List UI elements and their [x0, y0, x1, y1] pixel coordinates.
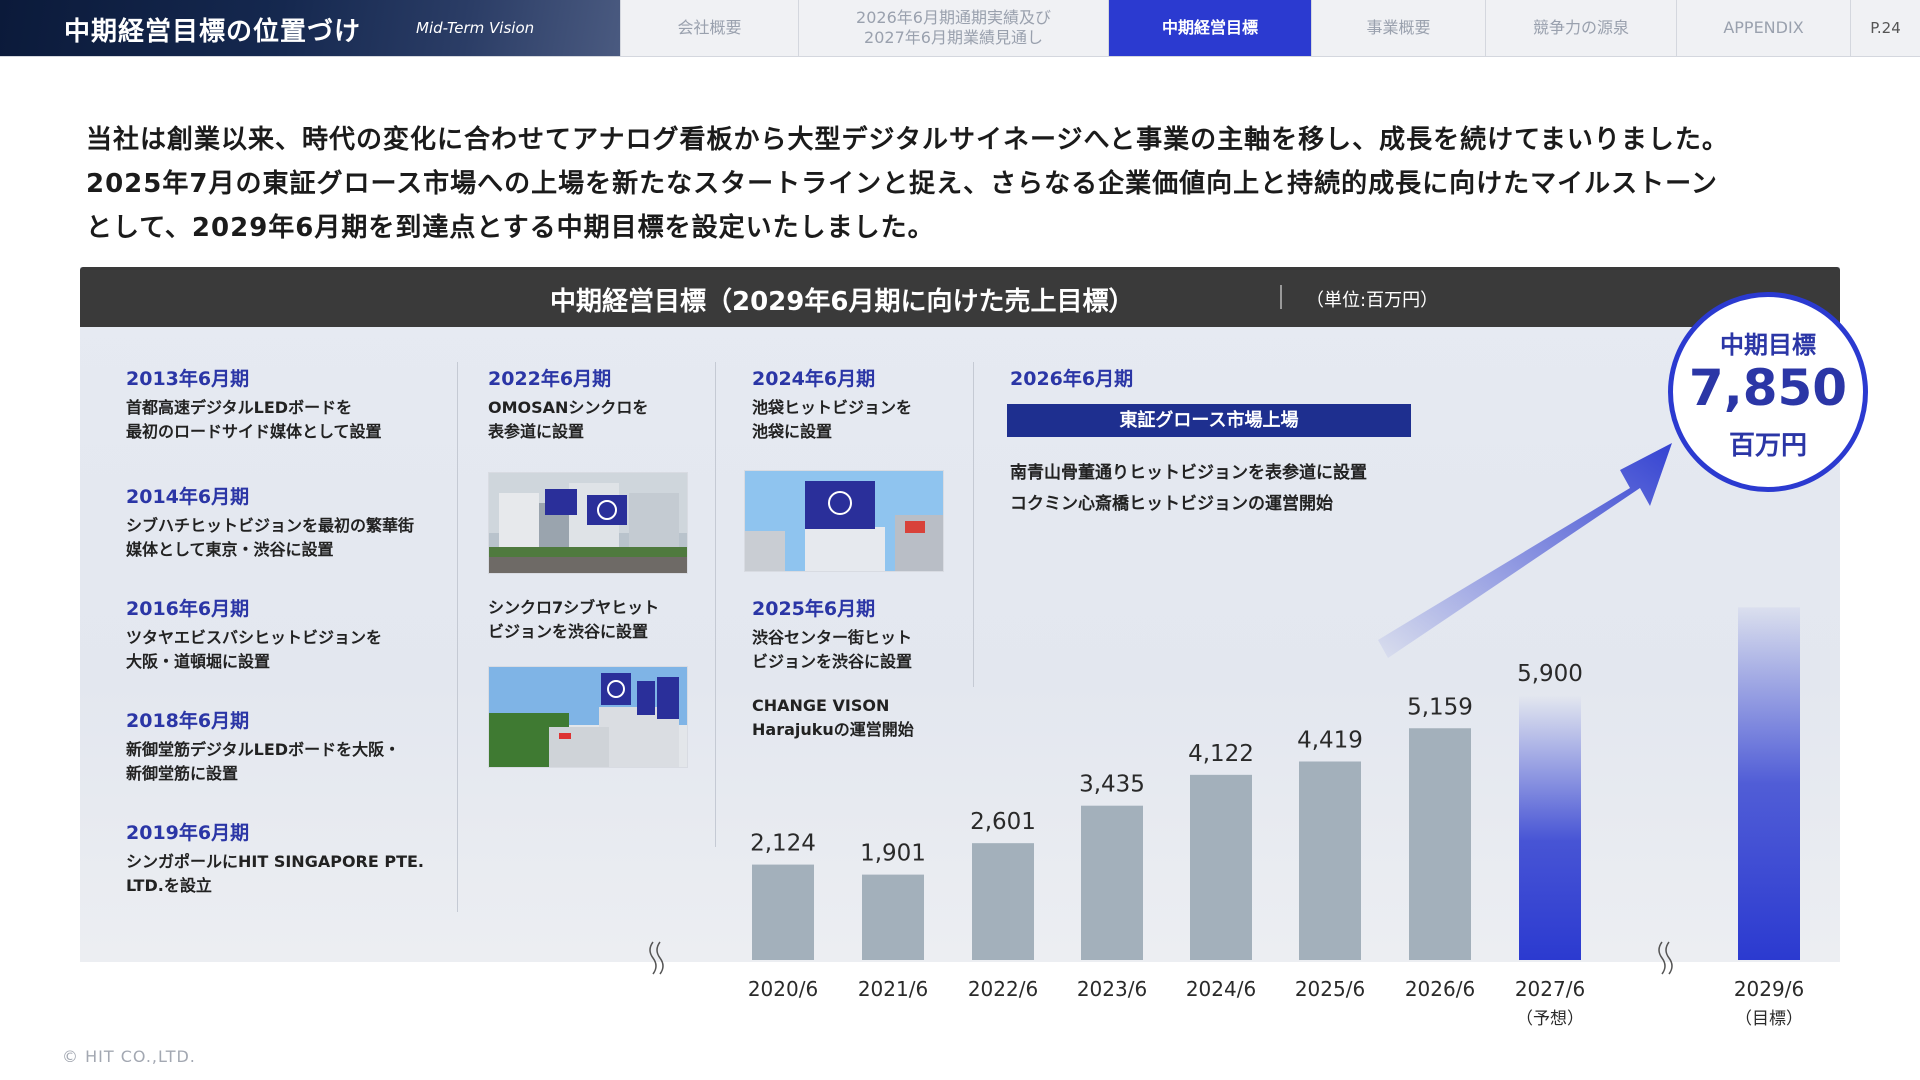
event-text: CHANGE VISON Harajukuの運営開始: [752, 696, 914, 739]
column-divider: [973, 362, 974, 687]
event-text: 首都高速デジタルLEDボードを 最初のロードサイド媒体として設置: [126, 398, 382, 441]
axis-break-mark: [649, 941, 664, 975]
bar-value-label: 2,124: [750, 831, 816, 857]
event-text: コクミン心斎橋ヒットビジョンの運営開始: [1010, 494, 1333, 514]
bar-value-label: 2,601: [970, 809, 1036, 835]
bar-value-label: 5,159: [1407, 694, 1473, 720]
intro-text: 当社は創業以来、時代の変化に合わせてアナログ看板から大型デジタルサイネージへと事…: [86, 118, 1886, 250]
category-label: 2026/6: [1405, 977, 1475, 1001]
target-value: 7,850: [1688, 359, 1848, 417]
billboard-photo-omosan: [488, 472, 688, 574]
column-divider: [715, 362, 716, 847]
event-text: 新御堂筋デジタルLEDボードを大阪・ 新御堂筋に設置: [126, 740, 401, 783]
bar-2020-6: [752, 864, 814, 960]
bar-2022-6: [972, 843, 1034, 960]
bar-2023-6: [1081, 805, 1143, 960]
event-year: 2018年6月期: [126, 710, 250, 732]
category-label: 2029/6: [1734, 977, 1804, 1001]
event-text: OMOSANシンクロを 表参道に設置: [488, 398, 649, 441]
event-year: 2022年6月期: [488, 368, 612, 390]
event-year: 2019年6月期: [126, 822, 250, 844]
growth-arrow: [1378, 443, 1672, 658]
event-year: 2024年6月期: [752, 368, 876, 390]
event-year: 2014年6月期: [126, 486, 250, 508]
event-year: 2025年6月期: [752, 598, 876, 620]
tab-results-forecast[interactable]: 2026年6月期通期実績及び 2027年6月期業績見通し: [798, 0, 1108, 56]
bar-value-label: 3,435: [1079, 772, 1145, 798]
category-label: 2023/6: [1077, 977, 1147, 1001]
bar-value-label: 4,122: [1188, 741, 1254, 767]
title-block: 中期経営目標の位置づけ Mid-Term Vision: [0, 0, 620, 56]
intro-line-2: 2025年7月の東証グロース市場への上場を新たなスタートラインと捉え、さらなる企…: [86, 169, 1718, 199]
copyright: © HIT CO.,LTD.: [62, 1047, 196, 1066]
billboard-photo-shibuya: [488, 666, 688, 768]
history-event: シンクロ7シブヤヒット ビジョンを渋谷に設置: [488, 596, 708, 644]
history-event: 2026年6月期: [1010, 366, 1310, 396]
event-text: ツタヤエビスバシヒットビジョンを 大阪・道頓堀に設置: [126, 628, 383, 671]
axis-break-mark: [1658, 941, 1673, 975]
history-event: 2016年6月期 ツタヤエビスバシヒットビジョンを 大阪・道頓堀に設置: [126, 596, 486, 674]
bar-value-label: 1,901: [860, 841, 926, 867]
listing-banner: 東証グロース市場上場: [1007, 404, 1411, 437]
event-year: 2026年6月期: [1010, 368, 1134, 390]
bar-2025-6: [1299, 761, 1361, 960]
history-event: 2024年6月期 池袋ヒットビジョンを 池袋に設置: [752, 366, 962, 444]
chart-panel-header: 中期経営目標（2029年6月期に向けた売上目標） （単位:百万円）: [80, 267, 1840, 327]
page-number: P.24: [1850, 0, 1920, 56]
intro-line-1: 当社は創業以来、時代の変化に合わせてアナログ看板から大型デジタルサイネージへと事…: [86, 125, 1729, 155]
tab-business-overview[interactable]: 事業概要: [1311, 0, 1485, 56]
history-event: 2014年6月期 シブハチヒットビジョンを最初の繁華街 媒体として東京・渋谷に設…: [126, 484, 486, 562]
top-navigation-bar: 中期経営目標の位置づけ Mid-Term Vision 会社概要 2026年6月…: [0, 0, 1920, 57]
chart-title: 中期経営目標（2029年6月期に向けた売上目標）: [550, 287, 1135, 317]
category-label: 2027/6: [1515, 977, 1585, 1001]
header-divider: [1280, 285, 1282, 309]
history-event: 2019年6月期 シンガポールにHIT SINGAPORE PTE. LTD.を…: [126, 820, 486, 898]
column-divider: [457, 362, 458, 912]
category-label: 2021/6: [858, 977, 928, 1001]
category-label: 2025/6: [1295, 977, 1365, 1001]
history-event: CHANGE VISON Harajukuの運営開始: [752, 694, 962, 742]
category-note: （目標）: [1735, 1009, 1803, 1029]
category-label: 2024/6: [1186, 977, 1256, 1001]
bar-2027-6: [1519, 694, 1581, 960]
bar-2024-6: [1190, 774, 1252, 960]
event-text: シブハチヒットビジョンを最初の繁華街 媒体として東京・渋谷に設置: [126, 516, 415, 559]
tab-mid-term-plan[interactable]: 中期経営目標: [1108, 0, 1311, 56]
event-year: 2016年6月期: [126, 598, 250, 620]
event-text: シンクロ7シブヤヒット ビジョンを渋谷に設置: [488, 598, 660, 641]
event-year: 2013年6月期: [126, 368, 250, 390]
event-text: シンガポールにHIT SINGAPORE PTE. LTD.を設立: [126, 852, 425, 895]
bar-2021-6: [862, 874, 924, 960]
bar-value-label: 5,900: [1517, 661, 1583, 687]
chart-unit: （単位:百万円）: [1306, 290, 1439, 311]
history-event: 2013年6月期 首都高速デジタルLEDボードを 最初のロードサイド媒体として設…: [126, 366, 486, 444]
category-label: 2020/6: [748, 977, 818, 1001]
history-event: 2022年6月期 OMOSANシンクロを 表参道に設置: [488, 366, 708, 444]
event-text: 池袋ヒットビジョンを 池袋に設置: [752, 398, 913, 441]
intro-line-3: として、2029年6月期を到達点とする中期目標を設定いたしました。: [86, 213, 935, 243]
page-subtitle: Mid-Term Vision: [416, 19, 535, 37]
target-unit: 百万円: [1728, 431, 1807, 461]
tab-appendix[interactable]: APPENDIX: [1676, 0, 1850, 56]
history-event: 2025年6月期 渋谷センター街ヒット ビジョンを渋谷に設置: [752, 596, 962, 674]
target-label: 中期目標: [1720, 331, 1816, 359]
event-text: 渋谷センター街ヒット ビジョンを渋谷に設置: [752, 628, 913, 671]
page-title: 中期経営目標の位置づけ: [64, 17, 362, 47]
bar-value-label: 4,419: [1297, 727, 1363, 753]
tab-competitive-advantage[interactable]: 競争力の源泉: [1485, 0, 1676, 56]
bar-2029-6: [1738, 607, 1800, 960]
tab-company-overview[interactable]: 会社概要: [620, 0, 798, 56]
history-event: 2018年6月期 新御堂筋デジタルLEDボードを大阪・ 新御堂筋に設置: [126, 708, 486, 786]
target-circle: 中期目標 7,850 百万円: [1668, 292, 1868, 492]
event-text: 南青山骨董通りヒットビジョンを表参道に設置: [1010, 463, 1367, 483]
billboard-photo-ikebukuro: [744, 470, 944, 572]
category-note: （予想）: [1516, 1009, 1584, 1029]
category-label: 2022/6: [968, 977, 1038, 1001]
bar-2026-6: [1409, 728, 1471, 960]
